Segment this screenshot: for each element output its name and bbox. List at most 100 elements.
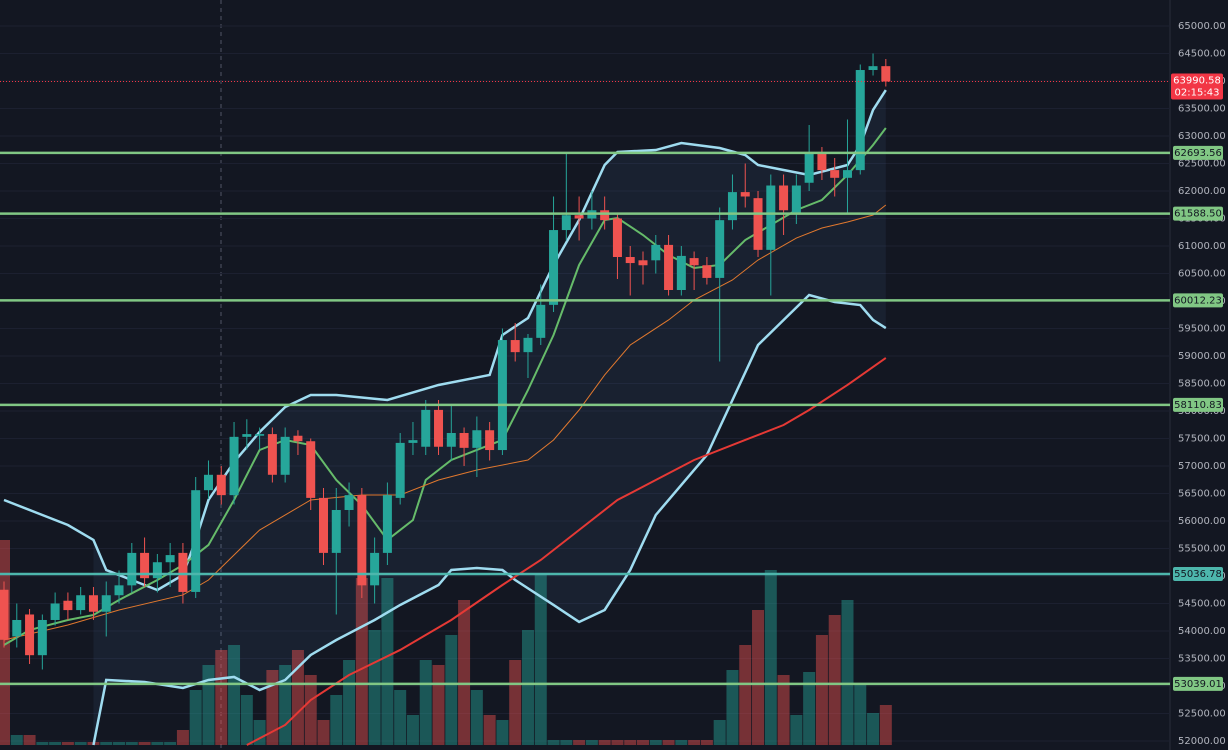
volume-bar: [253, 720, 266, 745]
y-tick-label: 54500.00: [1178, 598, 1226, 609]
volume-bar: [637, 740, 649, 745]
candle-body: [421, 409, 431, 447]
y-tick-label: 58500.00: [1178, 378, 1226, 389]
volume-bar: [317, 720, 330, 745]
volume-bar: [381, 578, 394, 745]
candle-body: [497, 340, 507, 451]
volume-bar: [585, 740, 598, 745]
candle-body: [216, 474, 226, 496]
volume-bar: [355, 578, 368, 745]
volume-bar: [266, 670, 279, 745]
y-tick-label: 52000.00: [1178, 736, 1226, 747]
candle-body: [255, 434, 265, 436]
volume-bar: [125, 742, 138, 745]
level-label: 53039.01: [1174, 679, 1222, 690]
candle-body: [574, 215, 584, 219]
volume-bar: [815, 635, 828, 745]
y-tick-label: 52500.00: [1178, 708, 1226, 719]
volume-bar: [189, 690, 202, 745]
y-tick-label: 63000.00: [1178, 131, 1226, 142]
candle-body: [676, 255, 686, 291]
candle-body: [0, 589, 9, 640]
volume-bar: [764, 570, 777, 745]
countdown-label: 02:15:43: [1175, 88, 1220, 99]
volume-bar: [854, 685, 867, 745]
band-fill: [93, 90, 886, 745]
volume-bar: [138, 742, 151, 745]
level-label: 60012.23: [1174, 295, 1222, 306]
candle-body: [549, 230, 559, 305]
candle-body: [114, 585, 124, 596]
candle-body: [842, 170, 852, 178]
candle-body: [804, 152, 814, 183]
volume-bar: [240, 695, 253, 745]
y-tick-label: 62500.00: [1178, 159, 1226, 170]
candle-body: [191, 490, 201, 592]
candle-body: [664, 244, 674, 291]
level-label-box: [1173, 566, 1223, 581]
candle-body: [689, 258, 699, 266]
y-tick-label: 54000.00: [1178, 626, 1226, 637]
candle-body: [651, 244, 661, 261]
candle-body: [140, 552, 150, 579]
candle-body: [88, 595, 98, 612]
candle-body: [178, 552, 188, 592]
y-tick-label: 57000.00: [1178, 461, 1226, 472]
candle-body: [715, 220, 725, 278]
volume-bar: [828, 615, 841, 745]
candle-body: [382, 495, 392, 553]
candle-body: [242, 434, 252, 437]
volume-bar: [61, 742, 74, 745]
candle-body: [459, 432, 469, 448]
candle-body: [855, 70, 865, 171]
candle-body: [408, 440, 418, 443]
candle-body: [395, 442, 405, 498]
volume-bar: [675, 740, 688, 745]
volume-bar: [611, 740, 624, 745]
volume-bar: [726, 670, 739, 745]
volume-bar: [573, 740, 586, 745]
candle-body: [63, 600, 73, 611]
candle-body: [472, 430, 482, 448]
volume-bar: [867, 713, 880, 745]
volume-bar: [879, 705, 892, 745]
candle-body: [523, 337, 533, 353]
candle-body: [370, 552, 380, 586]
candle-body: [203, 474, 213, 491]
y-tick-label: 56500.00: [1178, 488, 1226, 499]
volume-bar: [509, 660, 522, 745]
candle-body: [817, 152, 827, 171]
candle-body: [229, 436, 239, 496]
volume-bar: [10, 735, 23, 745]
y-tick-label: 63500.00: [1178, 104, 1226, 115]
level-label: 62693.56: [1174, 148, 1222, 159]
candle-body: [12, 619, 22, 637]
y-tick-label: 60500.00: [1178, 269, 1226, 280]
y-tick-label: 61000.00: [1178, 241, 1226, 252]
candle-body: [267, 434, 277, 475]
volume-bar: [713, 720, 726, 745]
volume-bar: [688, 740, 701, 745]
volume-bar: [483, 715, 496, 745]
volume-bar: [151, 742, 164, 745]
candle-body: [868, 66, 878, 71]
volume-bar: [228, 645, 241, 745]
volume-bar: [470, 690, 483, 745]
volume-bar: [841, 600, 854, 745]
volume-bar: [406, 715, 419, 745]
volume-bar: [330, 695, 343, 745]
candle-body: [293, 435, 303, 442]
volume-bar: [291, 650, 304, 745]
y-tick-label: 59500.00: [1178, 323, 1226, 334]
candle-body: [536, 304, 546, 338]
volume-bar: [752, 610, 765, 745]
candle-body: [830, 170, 840, 178]
volume-bar: [74, 742, 87, 745]
y-tick-label: 55500.00: [1178, 543, 1226, 554]
volume-bar: [521, 630, 534, 745]
level-label: 61588.50: [1174, 209, 1222, 220]
y-tick-label: 57500.00: [1178, 433, 1226, 444]
candle-body: [510, 340, 520, 353]
volume-bar: [215, 650, 228, 745]
